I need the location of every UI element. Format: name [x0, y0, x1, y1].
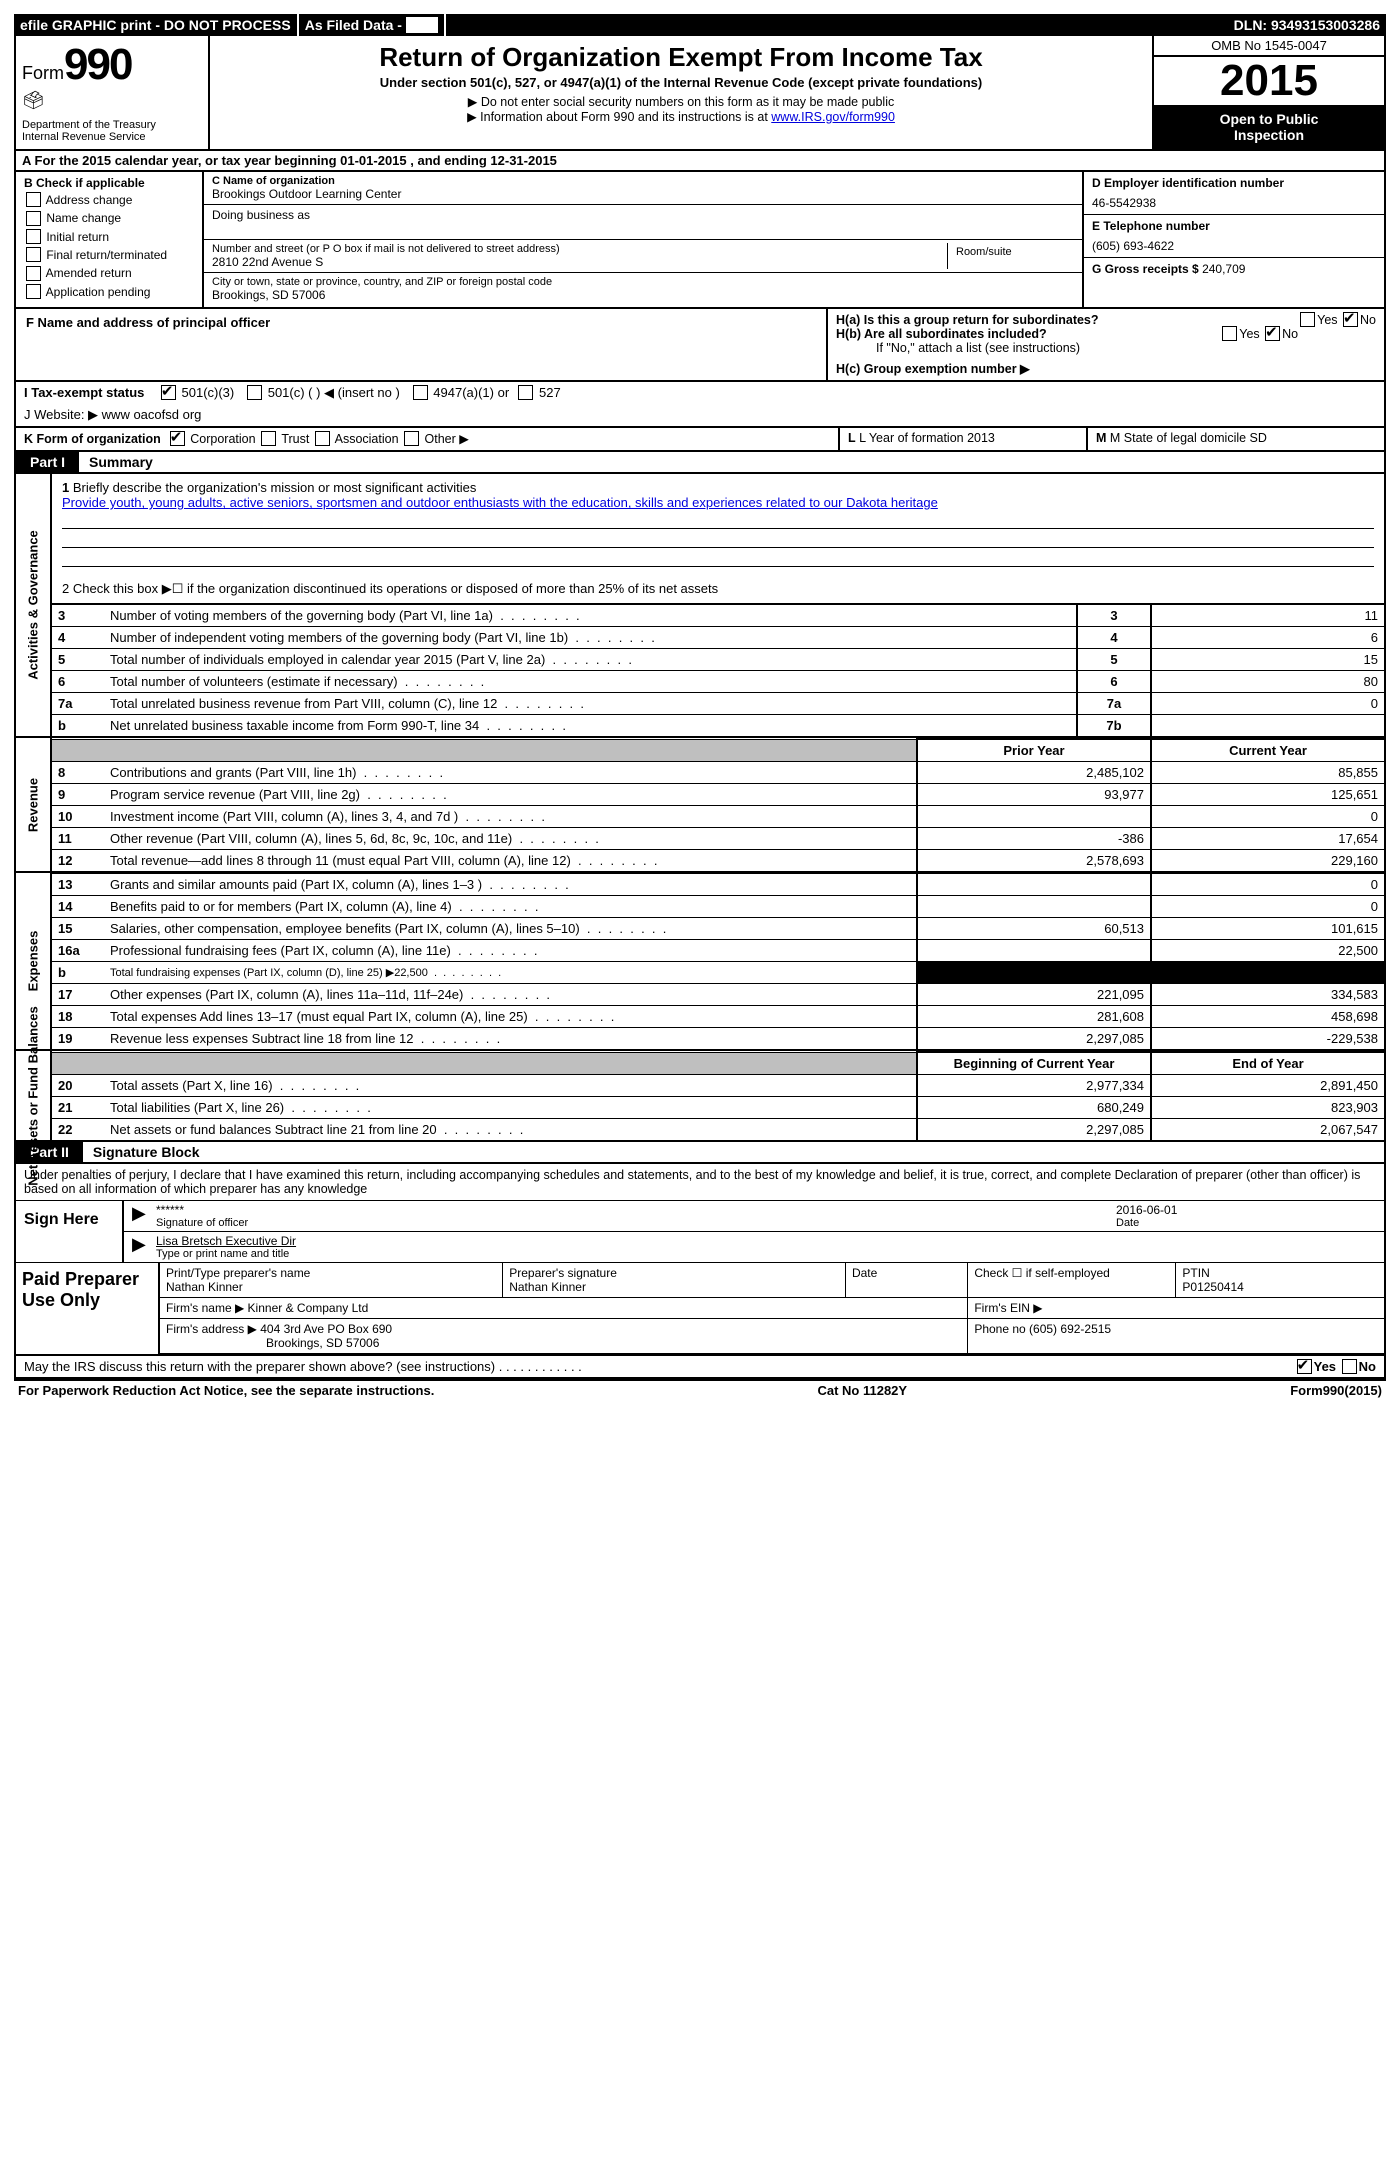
org-name-cell: C Name of organization Brookings Outdoor…: [204, 172, 1082, 205]
revenue-table: Prior YearCurrent Year8Contributions and…: [52, 738, 1384, 871]
ein-cell: D Employer identification number 46-5542…: [1084, 172, 1384, 215]
omb-number: OMB No 1545-0047: [1154, 36, 1384, 57]
year-formation: L L Year of formation 2013: [840, 428, 1088, 450]
form-subtitle: Under section 501(c), 527, or 4947(a)(1)…: [218, 75, 1144, 90]
dln: DLN: 93493153003286: [1228, 14, 1386, 36]
form-header: Form990 🗳 Department of the Treasury Int…: [14, 36, 1386, 151]
row-a-taxyear: A For the 2015 calendar year, or tax yea…: [14, 151, 1386, 172]
side-revenue: Revenue: [16, 738, 52, 871]
discuss-no[interactable]: [1342, 1359, 1357, 1374]
chk-501c[interactable]: [247, 385, 262, 400]
discuss-yes[interactable]: [1297, 1359, 1312, 1374]
chk-4947[interactable]: [413, 385, 428, 400]
gross-receipts-cell: G Gross receipts $ 240,709: [1084, 258, 1384, 280]
col-b-checkboxes: B Check if applicable Address change Nam…: [16, 172, 204, 307]
chk-assoc[interactable]: [315, 431, 330, 446]
side-netassets: Net Assets or Fund Balances: [16, 1051, 52, 1140]
form-title: Return of Organization Exempt From Incom…: [218, 42, 1144, 73]
row-k-formtype: K Form of organization Corporation Trust…: [16, 428, 840, 450]
chk-final-return[interactable]: Final return/terminated: [24, 248, 194, 263]
sign-arrow-icon-2: ▶: [132, 1234, 156, 1260]
chk-name-change[interactable]: Name change: [24, 211, 194, 226]
sign-date: 2016-06-01 Date: [1116, 1203, 1376, 1229]
officer-name: Lisa Bretsch Executive Dir Type or print…: [156, 1234, 1376, 1260]
netassets-table: Beginning of Current YearEnd of Year20To…: [52, 1051, 1384, 1140]
ha-no[interactable]: [1343, 312, 1358, 327]
chk-501c3[interactable]: [161, 385, 176, 400]
efile-text: efile GRAPHIC print - DO NOT PROCESS: [14, 14, 299, 36]
dba-cell: Doing business as: [204, 205, 1082, 240]
chk-initial-return[interactable]: Initial return: [24, 230, 194, 245]
efile-header-bar: efile GRAPHIC print - DO NOT PROCESS As …: [14, 14, 1386, 36]
asfiled-text: As Filed Data -: [299, 14, 446, 36]
mission-block: 1 Briefly describe the organization's mi…: [52, 474, 1384, 604]
chk-address-change[interactable]: Address change: [24, 193, 194, 208]
note-info: ▶ Information about Form 990 and its ins…: [218, 109, 1144, 124]
chk-amended-return[interactable]: Amended return: [24, 266, 194, 281]
expenses-table: 13Grants and similar amounts paid (Part …: [52, 873, 1384, 1049]
dept-irs: Internal Revenue Service: [22, 131, 202, 143]
hb-no[interactable]: [1265, 326, 1280, 341]
perjury-text: Under penalties of perjury, I declare th…: [16, 1164, 1384, 1200]
ha-yes[interactable]: [1300, 312, 1315, 327]
officer-sig: ****** Signature of officer: [156, 1203, 1116, 1229]
dept-treasury: Department of the Treasury: [22, 119, 202, 131]
hb-yes[interactable]: [1222, 326, 1237, 341]
chk-corp[interactable]: [170, 431, 185, 446]
principal-officer: F Name and address of principal officer: [16, 309, 826, 380]
h-block: H(a) Is this a group return for subordin…: [826, 309, 1384, 380]
part-ii-header: Part II Signature Block: [14, 1142, 1386, 1164]
street-cell: Number and street (or P O box if mail is…: [204, 240, 1082, 273]
sign-arrow-icon: ▶: [132, 1203, 156, 1229]
state-domicile: M M State of legal domicile SD: [1088, 428, 1384, 450]
irs-link[interactable]: www.IRS.gov/form990: [771, 110, 895, 124]
preparer-table: Print/Type preparer's nameNathan Kinner …: [160, 1263, 1384, 1354]
row-i: I Tax-exempt status 501(c)(3) 501(c) ( )…: [14, 382, 1386, 404]
discuss-row: May the IRS discuss this return with the…: [14, 1356, 1386, 1379]
note-ssn: ▶ Do not enter social security numbers o…: [218, 94, 1144, 109]
sign-here-label: Sign Here: [16, 1201, 124, 1262]
row-j-website: J Website: ▶ www oacofsd org: [14, 404, 1386, 428]
form-number: Form990: [22, 40, 202, 90]
asfiled-select[interactable]: [406, 17, 438, 33]
paid-preparer-label: Paid Preparer Use Only: [16, 1263, 160, 1354]
chk-527[interactable]: [518, 385, 533, 400]
side-governance: Activities & Governance: [16, 474, 52, 736]
open-to-public: Open to PublicInspection: [1154, 105, 1384, 149]
chk-trust[interactable]: [261, 431, 276, 446]
tax-year: 2015: [1154, 57, 1384, 105]
chk-other[interactable]: [404, 431, 419, 446]
phone-cell: E Telephone number (605) 693-4622: [1084, 215, 1384, 258]
city-cell: City or town, state or province, country…: [204, 273, 1082, 305]
page-footer: For Paperwork Reduction Act Notice, see …: [14, 1379, 1386, 1400]
part-i-header: Part I Summary: [14, 452, 1386, 474]
mission-text[interactable]: Provide youth, young adults, active seni…: [62, 495, 938, 510]
chk-application-pending[interactable]: Application pending: [24, 285, 194, 300]
governance-table: 3Number of voting members of the governi…: [52, 604, 1384, 736]
